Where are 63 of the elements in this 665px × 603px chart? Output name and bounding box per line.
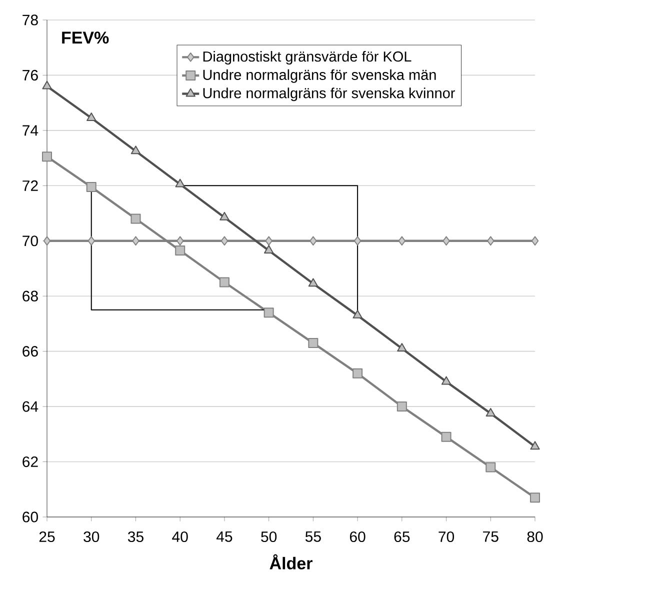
point [175, 178, 185, 188]
point [354, 236, 362, 246]
x-tick-label: 25 [39, 531, 55, 542]
legend-label: Diagnostiskt gränsvärde för KOL [203, 51, 412, 65]
y-tick-label: 76 [22, 70, 38, 81]
point [176, 236, 184, 246]
y-tick-label: 60 [22, 512, 38, 522]
point [175, 246, 186, 256]
y-tick-label: 62 [22, 456, 38, 468]
y-axis-title: FEV% [62, 32, 109, 44]
x-tick-label: 40 [172, 531, 188, 542]
point [396, 402, 407, 412]
x-tick-label: 30 [84, 531, 100, 542]
point [264, 245, 274, 254]
point [265, 236, 272, 246]
point [42, 80, 52, 90]
point [530, 492, 540, 503]
point [486, 408, 496, 416]
y-tick-label: 70 [22, 236, 38, 246]
point [43, 236, 51, 246]
point [308, 278, 318, 287]
point [308, 338, 318, 348]
point [486, 236, 494, 246]
x-axis-title: Ålder [270, 554, 312, 570]
point [352, 368, 363, 378]
point [264, 308, 274, 318]
point [130, 214, 141, 224]
point [132, 236, 140, 246]
point [397, 343, 407, 352]
point [219, 277, 230, 288]
point [352, 310, 362, 318]
point [531, 236, 539, 246]
point [88, 236, 96, 246]
x-tick-label: 80 [527, 531, 543, 542]
y-tick-label: 66 [22, 346, 38, 357]
x-tick-label: 75 [483, 531, 498, 542]
y-tick-label: 72 [22, 180, 38, 191]
point [220, 236, 228, 246]
x-tick-label: 60 [350, 531, 366, 542]
x-tick-label: 65 [394, 531, 410, 542]
legend-label: Undre normalgräns för svenska män [203, 69, 436, 83]
point [441, 376, 452, 385]
point [220, 212, 230, 220]
x-tick-label: 70 [438, 531, 454, 542]
y-tick-label: 68 [22, 290, 38, 302]
point [398, 236, 406, 246]
legend-label: Undre normalgräns för svenska kvinnor [203, 88, 455, 102]
point [310, 236, 317, 246]
point [86, 182, 96, 192]
y-tick-label: 64 [22, 401, 38, 412]
point [441, 432, 452, 442]
x-tick-label: 35 [128, 531, 144, 542]
x-tick-label: 50 [261, 531, 277, 542]
x-tick-label: 55 [305, 531, 321, 542]
point [42, 152, 52, 162]
point [86, 112, 96, 122]
y-tick-label: 74 [22, 125, 38, 136]
x-tick-label: 45 [216, 531, 232, 542]
point [486, 462, 496, 472]
point [130, 146, 141, 154]
point [442, 236, 450, 246]
point [530, 441, 540, 450]
y-tick-label: 78 [22, 14, 38, 26]
